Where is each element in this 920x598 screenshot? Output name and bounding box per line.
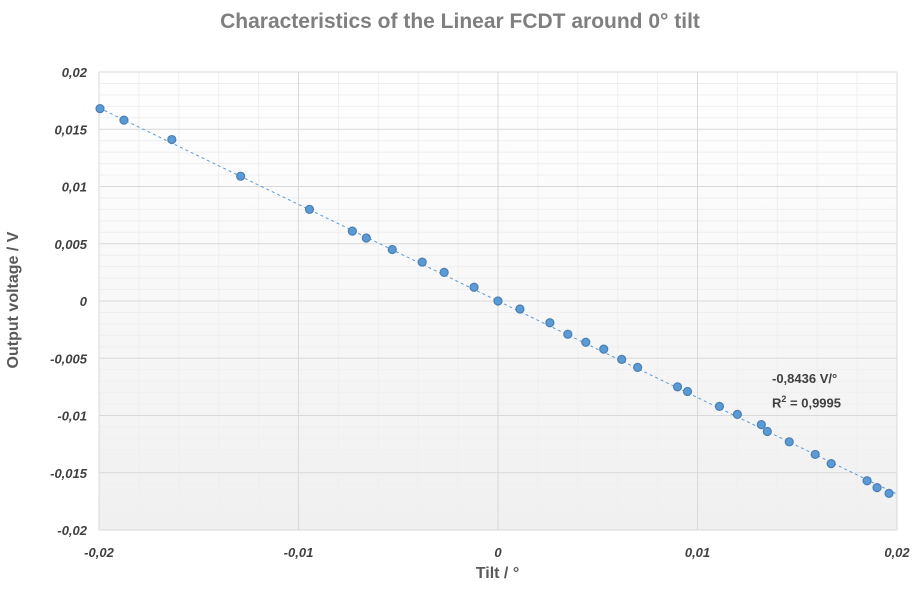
data-point: [387, 244, 397, 255]
data-point: [682, 386, 693, 397]
data-point: [469, 282, 479, 292]
x-axis-label: Tilt / °: [475, 565, 520, 582]
data-point: [810, 449, 820, 460]
data-point: [545, 318, 555, 328]
y-tick-label: 0,02: [62, 65, 88, 80]
y-tick-label: 0,015: [54, 122, 87, 137]
data-point: [826, 458, 836, 469]
x-tick-label: -0,02: [84, 545, 114, 560]
data-point: [95, 104, 105, 114]
data-point: [515, 304, 525, 314]
data-point: [756, 420, 766, 430]
trendline-equation: -0,8436 V/°: [772, 371, 838, 386]
data-point: [361, 233, 371, 243]
x-tick-label: 0,01: [685, 545, 710, 560]
data-points: [95, 104, 894, 498]
data-point: [563, 329, 573, 339]
data-point: [581, 337, 591, 347]
data-point: [304, 204, 315, 214]
data-point: [617, 354, 627, 364]
r-squared-label: R2 = 0,9995: [772, 394, 841, 411]
data-point: [714, 401, 725, 411]
tick-labels: -0,02 -0,01 0 0,01 0,02 0,02 0,015 0,01 0,005 0 -0…: [50, 65, 910, 560]
trendline-annotation: -0,8436 V/° R2 = 0,9995: [772, 369, 841, 413]
data-point: [167, 134, 177, 145]
data-point: [884, 488, 894, 498]
y-tick-label: -0,015: [50, 466, 88, 481]
y-tick-label: 0: [80, 294, 88, 309]
data-point: [633, 362, 643, 373]
y-tick-label: -0,02: [57, 523, 87, 538]
y-tick-label: -0,01: [57, 409, 87, 424]
data-point: [347, 226, 357, 236]
data-point: [862, 476, 872, 486]
y-tick-label: 0,01: [62, 180, 87, 195]
y-tick-label: -0,005: [50, 351, 88, 366]
data-point: [236, 171, 246, 181]
data-point: [439, 267, 449, 277]
data-point: [493, 296, 503, 306]
data-point: [732, 409, 743, 419]
data-point: [672, 382, 683, 392]
x-tick-label: -0,01: [284, 545, 314, 560]
x-tick-label: 0,02: [884, 545, 910, 560]
chart-title: Characteristics of the Linear FCDT aroun…: [220, 10, 700, 33]
data-point: [872, 483, 882, 493]
y-axis-label: Output voltage / V: [5, 231, 22, 369]
major-gridlines: [98, 71, 898, 531]
x-tick-label: 0: [494, 545, 502, 560]
y-tick-label: 0,005: [54, 237, 87, 252]
data-point: [599, 344, 609, 354]
data-point: [784, 437, 794, 447]
data-point: [417, 257, 427, 267]
data-point: [119, 115, 129, 125]
data-point: [762, 426, 772, 437]
